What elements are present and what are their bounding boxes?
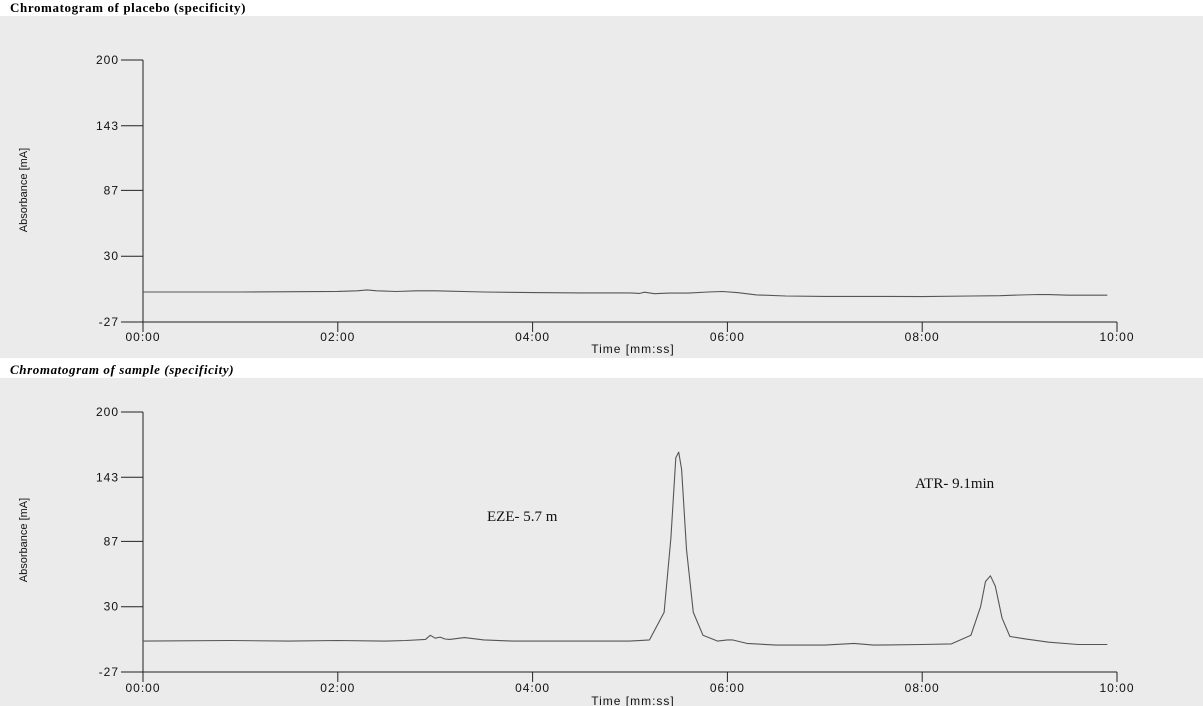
placebo-chart-svg: Absorbance [mA] Time [mm:ss] 200 143 87 30 -…: [18, 53, 1134, 356]
placebo-y-tick-label: 87: [104, 183, 119, 197]
placebo-x-tick-label: 04:00: [515, 330, 550, 344]
sample-x-tick-label: 08:00: [905, 681, 940, 695]
sample-chart-title: Chromatogram of sample (specificity): [8, 362, 962, 378]
placebo-x-tick-label: 00:00: [125, 330, 160, 344]
placebo-y-tick-label: 143: [96, 119, 119, 133]
sample-x-tick-label: 04:00: [515, 681, 550, 695]
sample-y-axis-title: Absorbance [mA]: [18, 498, 30, 582]
atr-peak-annotation: ATR- 9.1min: [915, 476, 995, 492]
sample-x-tick-label: 00:00: [125, 681, 160, 695]
placebo-y-axis-title: Absorbance [mA]: [18, 148, 30, 232]
eze-peak-annotation: EZE- 5.7 m: [487, 509, 558, 525]
sample-y-tick-label: 200: [96, 405, 119, 419]
placebo-x-tick-label: 08:00: [905, 330, 940, 344]
placebo-x-tick-label: 10:00: [1099, 330, 1134, 344]
sample-y-tick-label: 143: [96, 470, 119, 484]
placebo-chromatogram-trace: [143, 289, 1108, 298]
placebo-x-tick-label: 06:00: [710, 330, 745, 344]
placebo-x-tick-label: 02:00: [320, 330, 355, 344]
sample-y-tick-label: -27: [99, 665, 119, 679]
placebo-plot-background: [0, 16, 1203, 358]
sample-chromatogram-trace: [142, 451, 1108, 646]
placebo-chromatogram-panel: Chromatogram of placebo (specificity) Ab…: [0, 0, 1203, 358]
sample-x-tick-label: 10:00: [1099, 681, 1134, 695]
sample-x-tick-label: 06:00: [710, 681, 745, 695]
sample-x-tick-label: 02:00: [320, 681, 355, 695]
placebo-y-tick-label: -27: [99, 315, 119, 329]
sample-y-tick-label: 87: [104, 534, 119, 548]
sample-plot-background: [0, 378, 1203, 706]
placebo-x-axis-title: Time [mm:ss]: [591, 342, 675, 356]
sample-chart-svg: Absorbance [mA] Time [mm:ss] EZE- 5.7 m …: [18, 405, 1134, 706]
placebo-y-tick-label: 200: [96, 53, 119, 67]
placebo-chart-title: Chromatogram of placebo (specificity): [8, 0, 962, 16]
sample-chromatogram-panel: Chromatogram of sample (specificity) Abs…: [0, 362, 1203, 706]
sample-y-tick-label: 30: [104, 600, 119, 614]
placebo-y-tick-label: 30: [104, 249, 119, 263]
sample-x-axis-title: Time [mm:ss]: [591, 694, 675, 706]
